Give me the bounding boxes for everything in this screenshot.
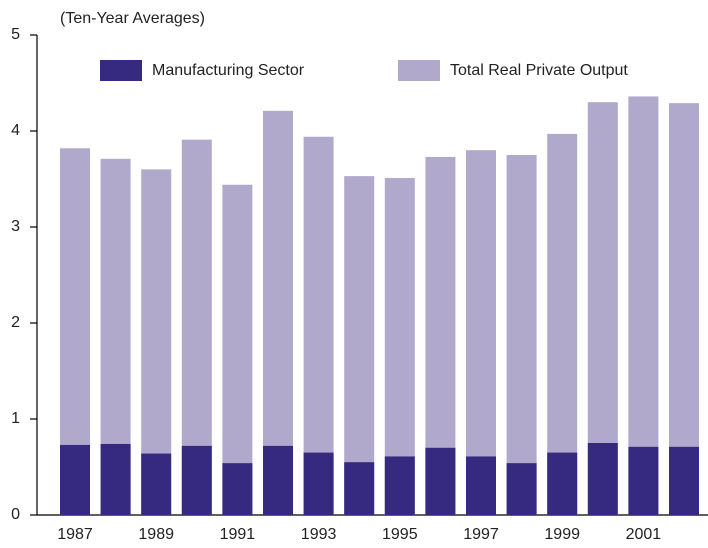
bar	[181, 445, 212, 515]
bar	[628, 96, 659, 515]
bar	[222, 463, 253, 515]
bar	[628, 446, 659, 515]
legend-swatch	[398, 60, 440, 81]
bar	[506, 463, 537, 515]
x-tick-label: 1987	[57, 526, 93, 543]
x-tick-label: 1993	[301, 526, 337, 543]
legend-label: Total Real Private Output	[450, 62, 628, 79]
x-tick-label: 1999	[544, 526, 580, 543]
bar	[384, 456, 415, 515]
bar	[466, 150, 496, 515]
bar	[222, 184, 253, 515]
x-tick-label: 2001	[626, 526, 662, 543]
y-tick-label: 3	[11, 218, 20, 235]
bar	[587, 443, 618, 515]
bar	[669, 103, 699, 515]
legend-swatch	[100, 60, 142, 81]
x-tick-label: 1991	[220, 526, 256, 543]
bar	[303, 452, 334, 515]
bar	[669, 446, 699, 515]
bar	[263, 445, 293, 515]
x-tick-label: 1997	[463, 526, 499, 543]
chart-subtitle: (Ten-Year Averages)	[60, 10, 205, 27]
y-tick-label: 4	[11, 122, 20, 139]
y-tick-label: 0	[11, 506, 20, 523]
y-tick-label: 5	[11, 26, 20, 43]
bar	[547, 133, 578, 515]
bar	[466, 456, 496, 515]
bar	[344, 462, 375, 515]
bar	[344, 176, 375, 515]
bar	[100, 443, 131, 515]
bar	[547, 452, 578, 515]
bar	[425, 447, 456, 515]
bar	[506, 155, 537, 515]
bar	[60, 444, 90, 515]
x-tick-label: 1989	[138, 526, 174, 543]
bar	[303, 136, 334, 515]
y-tick-label: 2	[11, 314, 20, 331]
bar	[141, 453, 172, 515]
legend-label: Manufacturing Sector	[152, 62, 305, 79]
y-tick-label: 1	[11, 410, 20, 427]
x-tick-label: 1995	[382, 526, 418, 543]
